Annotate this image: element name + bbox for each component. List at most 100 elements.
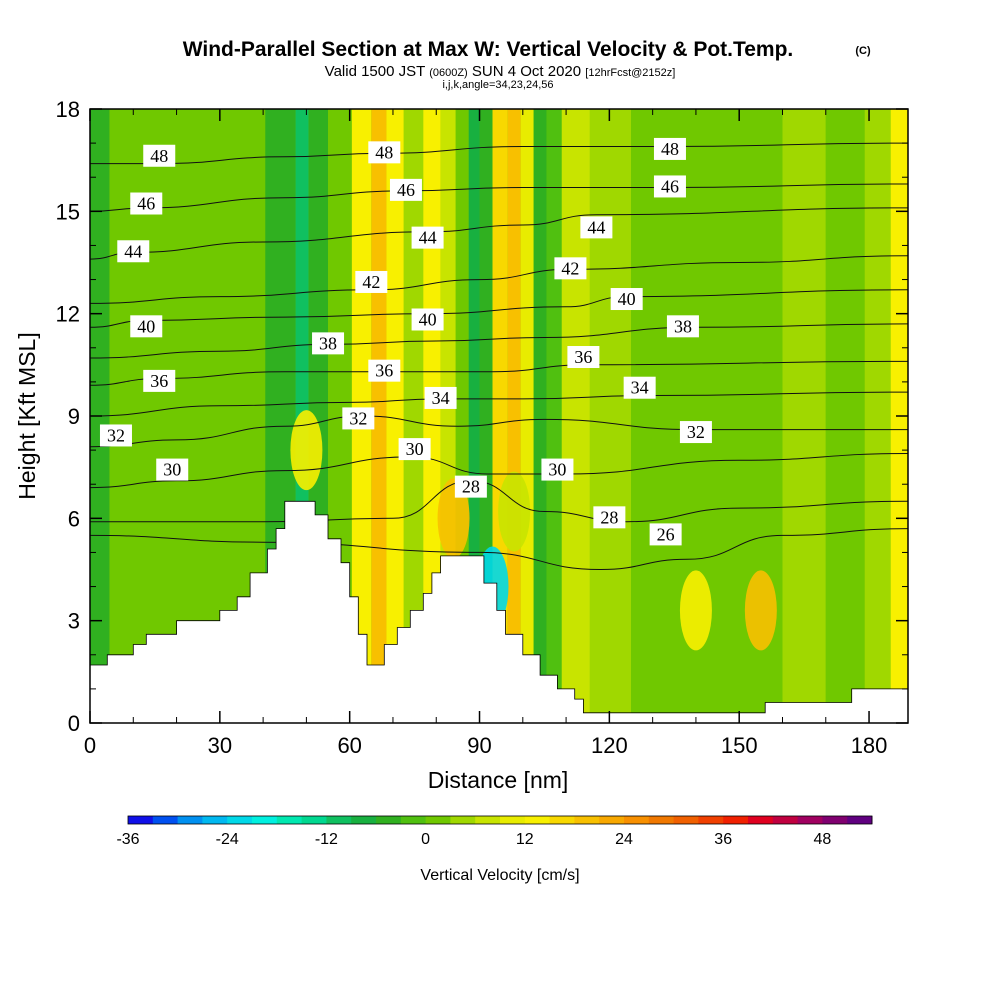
- w-band: [386, 109, 404, 723]
- contour-label: 36: [368, 359, 401, 382]
- contour-label: 48: [368, 141, 401, 164]
- contour-label: 30: [398, 438, 431, 461]
- contour-label: 26: [649, 523, 682, 546]
- w-feature: [679, 570, 712, 651]
- contour-label-box: [653, 175, 686, 198]
- contour-label-text: 44: [419, 228, 437, 248]
- contour-label-text: 44: [587, 217, 605, 237]
- contour-label-box: [99, 424, 132, 447]
- w-feature: [744, 570, 777, 651]
- y-tick-label: 18: [56, 97, 80, 122]
- x-tick-label: 30: [208, 733, 232, 758]
- contour-label: 38: [312, 332, 345, 355]
- theta-contour-36: [90, 360, 908, 386]
- colorbar-swatch: [847, 816, 873, 824]
- theta-contour-26: [90, 528, 908, 571]
- colorbar-swatch: [624, 816, 650, 824]
- colorbar-swatch: [574, 816, 600, 824]
- w-band: [631, 109, 675, 723]
- colorbar-swatch: [772, 816, 799, 824]
- contour-label: 36: [143, 369, 176, 392]
- y-tick-label: 0: [68, 711, 80, 736]
- theta-contour-44: [90, 207, 908, 260]
- contour-label-box: [342, 407, 375, 430]
- x-tick-label: 90: [467, 733, 491, 758]
- colorbar-frame: [127, 815, 873, 825]
- contour-label-text: 30: [163, 460, 181, 480]
- w-band: [589, 109, 632, 723]
- contour-label: 28: [454, 475, 487, 498]
- theta-contour-46: [90, 183, 908, 212]
- copyright-mark: (C): [855, 45, 871, 57]
- w-band: [371, 109, 387, 723]
- colorbar-swatch: [202, 816, 228, 824]
- contour-label-text: 40: [137, 316, 155, 336]
- y-tick-label: 6: [68, 506, 80, 531]
- valid-time: Valid 1500 JST: [325, 63, 425, 80]
- contour-label-box: [653, 137, 686, 160]
- y-tick-label: 3: [68, 609, 80, 634]
- x-tick-label: 180: [851, 733, 888, 758]
- contour-label-text: 32: [107, 425, 125, 445]
- colorbar-swatch: [351, 816, 377, 824]
- contour-label: 48: [653, 137, 686, 160]
- contour-label-box: [454, 475, 487, 498]
- contour-label-box: [143, 369, 176, 392]
- x-tick-label: 60: [337, 733, 361, 758]
- w-band: [546, 109, 562, 723]
- contour-label-box: [679, 421, 712, 444]
- x-tick-label: 120: [591, 733, 628, 758]
- colorbar-swatch: [326, 816, 352, 824]
- w-band: [561, 109, 590, 723]
- contour-label-box: [649, 523, 682, 546]
- contour-label-text: 38: [674, 316, 692, 336]
- contour-label-box: [117, 240, 150, 263]
- contour-label: 46: [389, 178, 422, 201]
- colorbar-swatch: [549, 816, 575, 824]
- colorbar-tick-label: 48: [814, 831, 832, 848]
- colorbar-tick-label: 24: [615, 831, 633, 848]
- contour-label: 44: [580, 216, 613, 239]
- w-band: [864, 109, 891, 723]
- forecast-info: [12hrFcst@2152z]: [585, 67, 675, 79]
- contour-label-text: 36: [574, 347, 592, 367]
- theta-contour-38: [90, 323, 908, 359]
- contour-label-text: 32: [349, 408, 367, 428]
- colorbar-swatch: [425, 816, 451, 824]
- contour-label-box: [424, 386, 457, 409]
- colorbar-swatch: [276, 816, 303, 824]
- colorbar: -36 -24 -12 0 12 24 36 48: [116, 815, 873, 848]
- w-band: [825, 109, 865, 723]
- contour-label-text: 38: [319, 333, 337, 353]
- y-tick-label: 9: [68, 404, 80, 429]
- contour-label: 28: [593, 506, 626, 529]
- contour-label-box: [398, 438, 431, 461]
- contour-label-box: [666, 315, 699, 338]
- contour-label-text: 40: [419, 309, 437, 329]
- valid-date: SUN 4 Oct 2020: [472, 63, 581, 80]
- w-band: [423, 109, 441, 723]
- contour-label-box: [130, 192, 163, 215]
- contour-label: 30: [156, 458, 189, 481]
- theta-contour-42: [90, 255, 908, 304]
- colorbar-swatch: [152, 816, 179, 824]
- contour-label-text: 28: [462, 477, 480, 497]
- contour-label-text: 46: [397, 180, 415, 200]
- colorbar-swatch: [648, 816, 675, 824]
- colorbar-swatch: [673, 816, 699, 824]
- colorbar-label: Vertical Velocity [cm/s]: [420, 867, 579, 884]
- contour-label-box: [610, 288, 643, 311]
- colorbar-swatch: [524, 816, 551, 824]
- w-band: [520, 109, 534, 723]
- contour-label-box: [411, 308, 444, 331]
- contour-label: 32: [342, 407, 375, 430]
- valid-utc: (0600Z): [429, 67, 468, 79]
- contour-label: 42: [554, 257, 587, 280]
- colorbar-tick-label: -36: [116, 831, 139, 848]
- contour-label-box: [130, 315, 163, 338]
- colorbar-tick-label: 12: [516, 831, 534, 848]
- y-tick-label: 15: [56, 199, 80, 224]
- contour-label-text: 26: [657, 524, 675, 544]
- contour-label: 48: [143, 144, 176, 167]
